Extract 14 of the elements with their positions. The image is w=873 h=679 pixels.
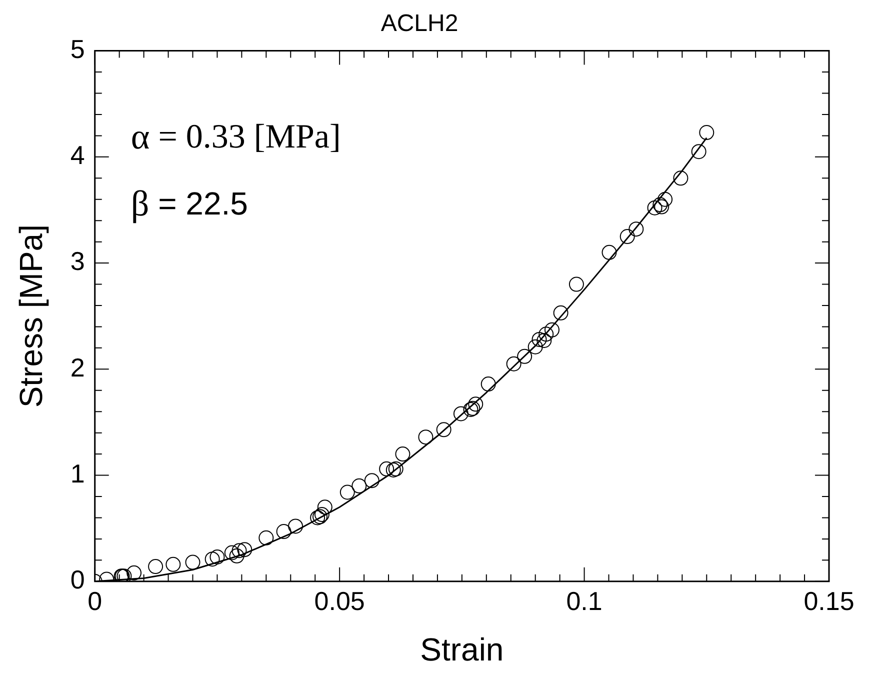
y-tick-label: 0 (70, 564, 85, 595)
y-tick-label: 3 (70, 246, 85, 276)
annotation: α = 0.33 [MPa] (130, 116, 341, 156)
y-tick-label: 1 (70, 458, 85, 488)
chart-title: ACLH2 (380, 10, 458, 38)
y-tick-label: 4 (70, 140, 85, 170)
x-tick-label: 0.1 (566, 586, 602, 616)
x-tick-label: 0.05 (314, 586, 365, 616)
x-tick-label: 0.15 (804, 586, 854, 616)
y-axis-title: Stress [MPa] (13, 224, 50, 408)
x-axis-title: Strain (420, 632, 504, 668)
annotation: β = 22.5 (130, 183, 248, 224)
y-tick-label: 5 (70, 34, 85, 64)
y-tick-label: 2 (70, 352, 85, 382)
